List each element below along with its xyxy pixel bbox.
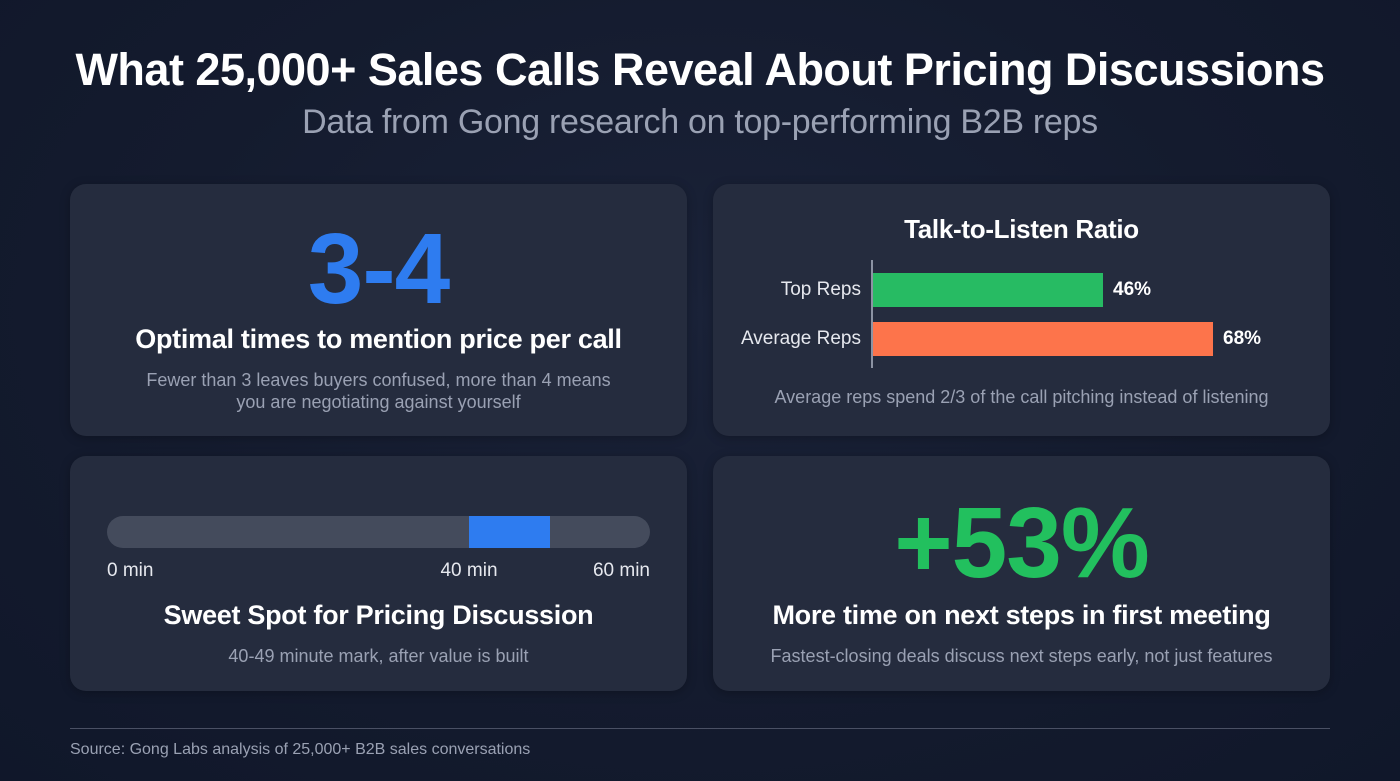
tick-label-60: 60 min [592,560,650,581]
page-title: What 25,000+ Sales Calls Reveal About Pr… [75,44,1325,95]
chart-title: Talk-to-Listen Ratio [904,214,1139,244]
talk-listen-card: Talk-to-Listen Ratio Top Reps 46% Averag… [713,184,1330,436]
sweet-spot-description: 40-49 minute mark, after value is built [228,646,529,666]
next-steps-card: +53% More time on next steps in first me… [713,456,1330,691]
bar-row-top-reps: Top Reps 46% [713,273,1330,307]
footer-divider [70,728,1330,729]
next-steps-description: Fastest-closing deals discuss next steps… [770,646,1273,666]
timeline-track [107,516,650,548]
page-subtitle: Data from Gong research on top-performin… [302,103,1098,141]
next-steps-value: +53% [894,487,1150,599]
source-note: Source: Gong Labs analysis of 25,000+ B2… [70,741,531,758]
sweet-spot-card: 0 min 40 min 60 min Sweet Spot for Prici… [70,456,687,691]
bar-label: Average Reps [740,328,861,349]
bar-average-reps [873,322,1213,356]
next-steps-heading: More time on next steps in first meeting [772,600,1271,630]
sweet-spot-heading: Sweet Spot for Pricing Discussion [163,600,594,630]
bar-row-average-reps: Average Reps 68% [713,322,1330,356]
price-mentions-heading: Optimal times to mention price per call [135,324,622,354]
price-mentions-value: 3-4 [307,213,451,325]
chart-note: Average reps spend 2/3 of the call pitch… [774,387,1269,407]
bar-top-reps [873,273,1103,307]
tick-label-0: 0 min [107,560,154,581]
chart-axis [871,260,873,368]
bar-label: Top Reps [780,279,861,300]
bar-value: 68% [1223,328,1262,349]
timeline-highlight [469,516,551,548]
tick-label-40: 40 min [440,560,498,581]
bar-value: 46% [1113,279,1152,300]
bar-chart: Top Reps 46% Average Reps 68% [713,260,1330,368]
price-mentions-card: 3-4 Optimal times to mention price per c… [70,184,687,436]
price-mentions-description: Fewer than 3 leaves buyers confused, mor… [146,370,611,412]
